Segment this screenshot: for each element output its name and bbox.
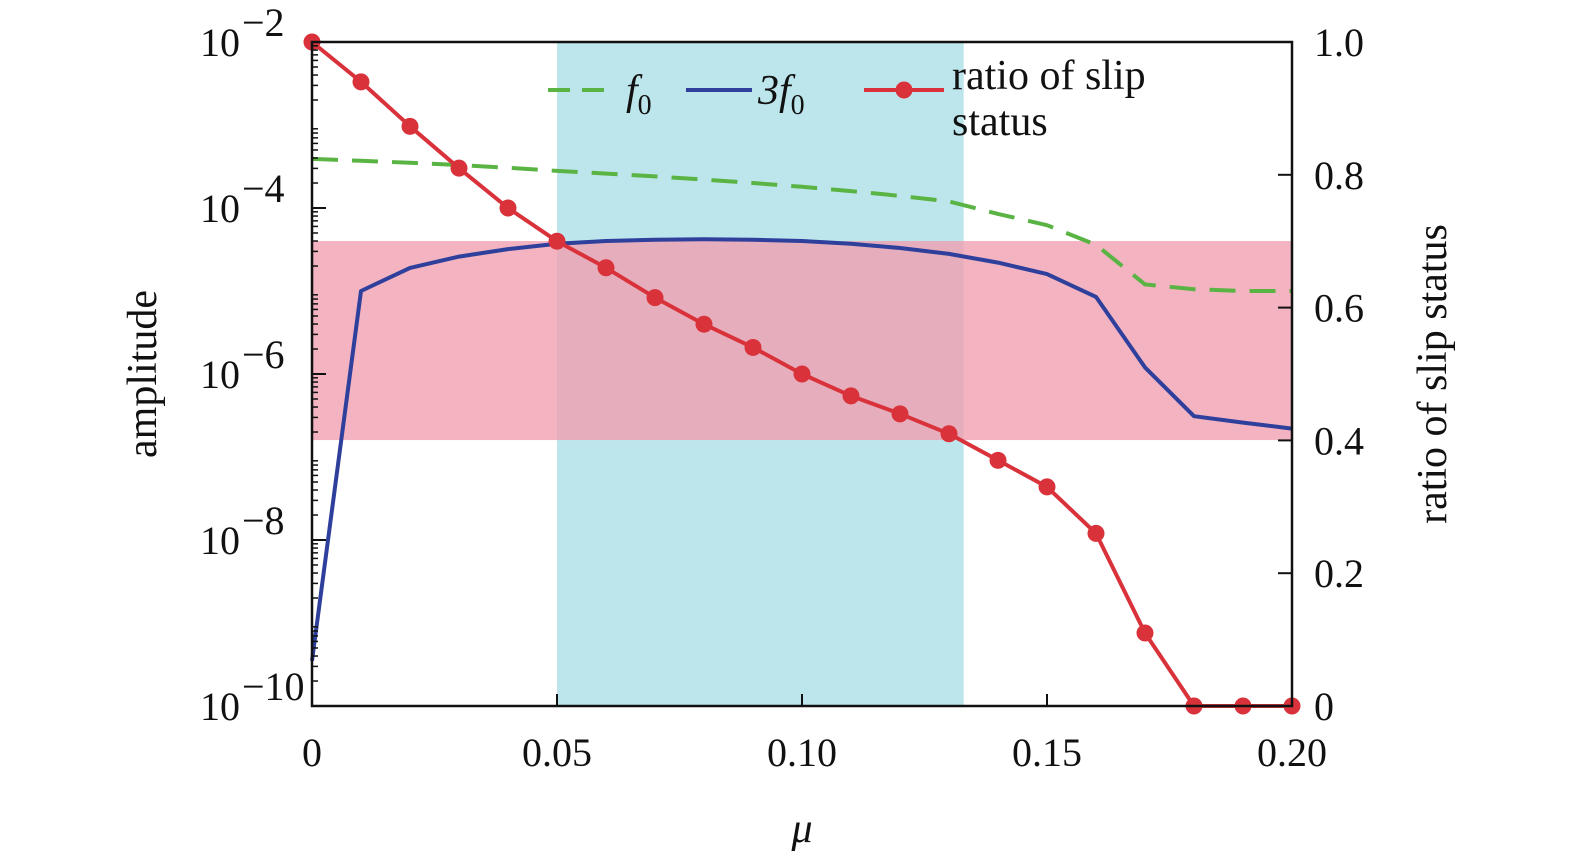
y-left-tick-exponent: −2 (242, 0, 285, 45)
series-point (597, 259, 615, 277)
y-left-tick-label: 10 (200, 20, 240, 65)
series-point (744, 338, 762, 356)
x-tick-label: 0.15 (1012, 730, 1082, 775)
series-point (646, 289, 664, 307)
series-point (842, 387, 860, 405)
series-point (1087, 524, 1105, 542)
x-tick-label: 0.20 (1257, 730, 1327, 775)
series-point (891, 405, 909, 423)
series-point (940, 425, 958, 443)
y-left-tick-exponent: −6 (242, 332, 285, 377)
series-line-0 (311, 156, 1292, 293)
y-left-tick-label: 10 (200, 518, 240, 563)
x-tick-label: 0 (302, 730, 322, 775)
x-tick-label: 0.05 (522, 730, 592, 775)
y-right-tick-label: 0.6 (1314, 286, 1364, 331)
series-line-1 (310, 237, 1293, 662)
y-left-tick-exponent: −4 (242, 166, 285, 211)
x-tick-label: 0.10 (767, 730, 837, 775)
y-right-tick-label: 0 (1314, 684, 1334, 729)
legend-label-2-line2: status (952, 99, 1048, 145)
y-right-tick-label: 0.4 (1314, 418, 1364, 463)
shaded-region-horizontal (312, 241, 1292, 441)
y-left-tick-label: 10 (200, 186, 240, 231)
series-point (450, 159, 468, 177)
series-point (989, 451, 1007, 469)
y-right-axis-title: ratio of slip status (1410, 224, 1456, 524)
axis-titles: μ amplitude ratio of slip status (120, 224, 1456, 852)
legend-label-1: 3f0 (757, 68, 805, 121)
y-left-axis-title: amplitude (120, 290, 166, 458)
y-left-tick-label: 10 (200, 684, 240, 729)
y-right-tick-label: 1.0 (1314, 20, 1364, 65)
y-left-tick-label: 10 (200, 352, 240, 397)
series-point (401, 117, 419, 135)
series-point (695, 315, 713, 333)
series-point (352, 73, 370, 91)
y-right-tick-label: 0.8 (1314, 153, 1364, 198)
series-point (793, 365, 811, 383)
series-point (1038, 478, 1056, 496)
x-axis-title: μ (790, 806, 812, 852)
legend-marker (895, 81, 913, 99)
legend-label-2: ratio of slip (952, 53, 1146, 99)
y-left-tick-exponent: −10 (242, 664, 305, 709)
series-point (548, 232, 566, 250)
y-right-tick-label: 0.2 (1314, 551, 1364, 596)
y-left-tick-exponent: −8 (242, 498, 285, 543)
series-point (499, 199, 517, 217)
series-point (1136, 624, 1154, 642)
